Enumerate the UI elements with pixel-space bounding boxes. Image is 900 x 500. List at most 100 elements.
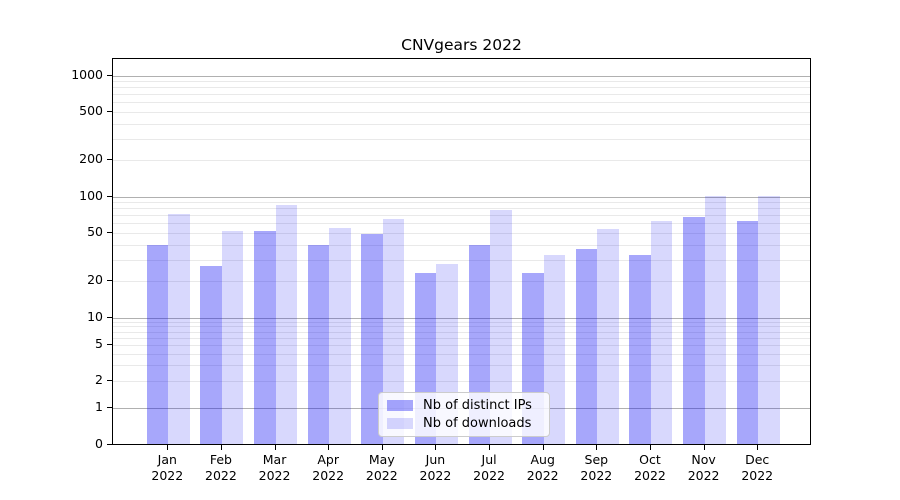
y-tick-1 (107, 407, 112, 408)
bar-distinct-ips-may (361, 234, 383, 444)
bar-downloads-may (382, 218, 405, 444)
x-tick-label-jul: Jul 2022 (473, 452, 505, 483)
gridline-minor-50 (113, 232, 810, 234)
gridline-minor-40 (113, 244, 810, 246)
x-tick-sep (596, 445, 598, 450)
gridline-major-1000 (113, 75, 810, 77)
gridline-minor-3 (113, 364, 810, 366)
gridline-minor-900 (113, 81, 810, 83)
y-tick-label-50: 50 (87, 223, 103, 239)
x-tick-oct (649, 445, 651, 450)
bar-downloads-dec (758, 195, 780, 444)
bar-downloads-apr (329, 227, 351, 444)
y-tick-label-0: 0 (95, 436, 103, 451)
legend-swatch-distinct-ips (387, 400, 413, 411)
bar-downloads-jan (168, 214, 190, 444)
x-tick-label-sep: Sep 2022 (580, 452, 613, 483)
x-tick-feb (220, 445, 222, 450)
x-tick-apr (328, 445, 330, 450)
legend-label-distinct-ips: Nb of distinct IPs (423, 398, 532, 413)
y-tick-2 (107, 379, 112, 381)
y-tick-200 (107, 159, 112, 161)
gridline-minor-300 (113, 138, 810, 140)
gridline-minor-700 (113, 94, 810, 96)
x-tick-label-may: May 2022 (365, 452, 398, 483)
gridline-minor-800 (113, 87, 810, 89)
gridline-major-10 (113, 317, 810, 319)
x-tick-dec (757, 445, 759, 450)
gridline-minor-5 (113, 344, 810, 346)
x-tick-label-apr: Apr 2022 (312, 452, 345, 483)
x-tick-label-jan: Jan 2022 (151, 452, 184, 483)
gridline-minor-9 (113, 321, 810, 323)
gridline-minor-20 (113, 281, 810, 283)
y-tick-10 (107, 316, 112, 318)
y-tick-5 (107, 343, 112, 345)
bar-downloads-nov (704, 195, 727, 444)
gridline-minor-70 (113, 215, 810, 217)
x-tick-label-oct: Oct 2022 (634, 452, 666, 483)
y-tick-label-100: 100 (79, 187, 103, 203)
x-tick-jun (435, 445, 437, 450)
y-tick-50 (107, 231, 112, 233)
y-tick-1000 (107, 74, 112, 76)
bar-distinct-ips-mar (254, 230, 276, 444)
legend-swatch-downloads (387, 418, 413, 429)
bar-distinct-ips-jan (146, 244, 169, 444)
gridline-minor-4 (113, 353, 810, 355)
gridline-minor-8 (113, 326, 810, 328)
y-tick-label-500: 500 (79, 102, 103, 118)
x-tick-label-jun: Jun 2022 (419, 452, 452, 483)
x-tick-label-feb: Feb 2022 (205, 452, 237, 483)
x-tick-jan (167, 445, 169, 450)
bar-distinct-ips-feb (200, 266, 222, 444)
y-tick-20 (107, 280, 112, 282)
chart-title: CNVgears 2022 (401, 36, 522, 54)
y-tick-label-200: 200 (79, 151, 103, 167)
gridline-minor-7 (113, 331, 810, 333)
gridline-minor-30 (113, 259, 810, 261)
gridline-minor-60 (113, 223, 810, 225)
x-tick-aug (542, 445, 544, 450)
bar-downloads-jul (490, 209, 512, 444)
gridline-major-100 (113, 196, 810, 198)
y-tick-label-1000: 1000 (71, 66, 103, 82)
gridline-minor-90 (113, 202, 810, 204)
x-tick-jul (489, 445, 491, 450)
gridline-minor-2 (113, 380, 810, 382)
gridline-minor-80 (113, 208, 810, 210)
bar-downloads-mar (275, 204, 298, 444)
gridline-minor-400 (113, 123, 810, 125)
plot-area (112, 58, 811, 445)
bar-distinct-ips-nov (683, 216, 705, 444)
y-tick-0 (107, 444, 112, 445)
legend: Nb of distinct IPs Nb of downloads (378, 392, 550, 437)
x-tick-mar (274, 445, 276, 450)
legend-label-downloads: Nb of downloads (423, 416, 532, 431)
y-tick-label-5: 5 (95, 335, 103, 351)
bar-distinct-ips-apr (307, 244, 330, 444)
y-tick-label-1: 1 (95, 399, 103, 414)
x-tick-label-aug: Aug 2022 (526, 452, 559, 483)
bar-downloads-feb (221, 230, 244, 444)
x-tick-label-dec: Dec 2022 (741, 452, 774, 483)
gridline-minor-200 (113, 160, 810, 162)
bar-distinct-ips-dec (736, 221, 759, 444)
y-tick-label-20: 20 (87, 272, 103, 288)
legend-item-downloads: Nb of downloads (387, 416, 541, 431)
y-tick-label-2: 2 (95, 371, 103, 387)
x-tick-label-nov: Nov 2022 (687, 452, 720, 483)
y-tick-label-10: 10 (87, 308, 103, 324)
bar-downloads-sep (597, 228, 619, 444)
x-tick-may (381, 445, 383, 450)
gridline-minor-600 (113, 102, 810, 104)
gridline-minor-500 (113, 111, 810, 113)
gridline-minor-6 (113, 337, 810, 339)
legend-item-distinct-ips: Nb of distinct IPs (387, 398, 541, 413)
y-tick-500 (107, 110, 112, 112)
y-tick-100 (107, 195, 112, 197)
x-tick-nov (703, 445, 705, 450)
bar-downloads-oct (650, 221, 673, 444)
bar-distinct-ips-oct (629, 255, 651, 444)
